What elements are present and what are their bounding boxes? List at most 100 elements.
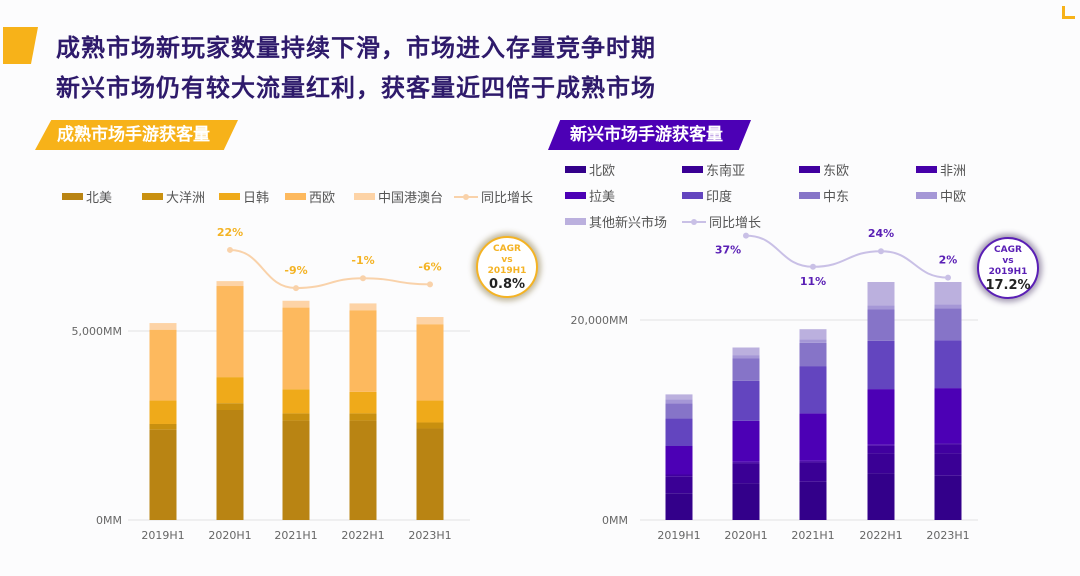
legend-item: 中国港澳台	[354, 187, 443, 206]
legend-item: 东欧	[799, 160, 849, 179]
bar-segment	[799, 366, 827, 414]
bar-segment	[799, 481, 827, 520]
legend-swatch	[916, 192, 937, 199]
bar-segment	[216, 377, 244, 404]
bar-segment	[934, 308, 962, 341]
bar-segment	[799, 342, 827, 367]
growth-point	[293, 285, 299, 292]
bar-segment	[149, 429, 177, 520]
bar-segment	[216, 281, 244, 287]
legend-item: 非洲	[916, 160, 966, 179]
bar-segment	[732, 483, 760, 520]
bar-segment	[349, 413, 377, 421]
corner-mark	[1062, 6, 1075, 19]
bar-segment	[934, 444, 962, 454]
bar-segment	[934, 475, 962, 520]
growth-label: -1%	[351, 254, 374, 267]
left-chart-title: 成熟市场手游获客量	[35, 120, 238, 150]
page-title-line-1: 成熟市场新玩家数量持续下滑，市场进入存量竞争时期	[56, 34, 656, 62]
badge-line3: 2019H1	[487, 266, 527, 276]
legend-swatch	[285, 193, 306, 200]
bar-segment	[867, 444, 895, 446]
bar-segment	[149, 329, 177, 401]
growth-point	[360, 275, 366, 282]
legend-line-swatch	[682, 218, 706, 225]
growth-label: -6%	[418, 260, 441, 273]
legend-label: 东欧	[823, 164, 850, 179]
growth-point	[878, 248, 884, 255]
bar-segment	[282, 300, 310, 308]
legend-line-swatch	[454, 193, 478, 200]
bar-segment	[934, 453, 962, 476]
bar-segment	[665, 394, 693, 400]
legend-item: 中欧	[916, 186, 966, 205]
legend-swatch	[219, 193, 240, 200]
legend-label: 日韩	[243, 191, 270, 206]
bar-segment	[349, 303, 377, 311]
legend-swatch	[354, 193, 375, 200]
growth-label: 22%	[217, 226, 243, 239]
bar-segment	[799, 462, 827, 482]
x-tick-label: 2019H1	[141, 529, 184, 542]
legend-label: 西欧	[309, 191, 336, 206]
legend-label: 同比增长	[709, 216, 762, 231]
legend-label: 北美	[86, 191, 113, 206]
bar-segment	[867, 445, 895, 454]
bar-segment	[416, 428, 444, 520]
bar-segment	[665, 399, 693, 404]
bar-segment	[934, 282, 962, 305]
bar-segment	[665, 446, 693, 474]
legend-item: 大洋洲	[142, 187, 205, 206]
bar-segment	[732, 358, 760, 381]
bar-segment	[665, 418, 693, 446]
growth-label: 11%	[800, 275, 826, 288]
bar-segment	[934, 388, 962, 444]
x-tick-label: 2022H1	[341, 529, 384, 542]
legend-swatch	[916, 166, 937, 173]
legend-label: 大洋洲	[166, 191, 206, 206]
legend-item: 北美	[62, 187, 112, 206]
bar-segment	[732, 461, 760, 463]
badge-line1: CAGR	[493, 244, 521, 254]
bar-segment	[732, 420, 760, 462]
bar-segment	[665, 493, 693, 520]
legend-label: 北欧	[589, 164, 616, 179]
bar-segment	[732, 380, 760, 421]
bar-segment	[799, 339, 827, 343]
bar-segment	[867, 453, 895, 474]
bar-segment	[282, 413, 310, 421]
bar-segment	[665, 476, 693, 494]
bar-segment	[416, 324, 444, 401]
badge-line3: 2019H1	[988, 267, 1028, 277]
growth-label: 37%	[715, 244, 741, 257]
x-tick-label: 2020H1	[724, 529, 767, 542]
bar-segment	[867, 473, 895, 520]
legend-label: 拉美	[589, 190, 616, 205]
badge-line2: vs	[1002, 256, 1014, 266]
bar-segment	[665, 474, 693, 475]
legend-swatch	[565, 166, 586, 173]
growth-point	[427, 281, 433, 288]
bar-segment	[149, 423, 177, 430]
x-tick-label: 2020H1	[208, 529, 251, 542]
bar-segment	[799, 329, 827, 340]
bar-segment	[216, 410, 244, 520]
legend-item: 日韩	[219, 187, 269, 206]
bar-segment	[799, 460, 827, 462]
legend-item: 同比增长	[682, 212, 761, 231]
legend-item: 印度	[682, 186, 732, 205]
legend-swatch	[142, 193, 163, 200]
legend-swatch	[62, 193, 83, 200]
bar-segment	[665, 475, 693, 477]
legend-swatch	[682, 192, 703, 199]
bar-segment	[732, 355, 760, 359]
growth-point	[945, 274, 951, 281]
growth-point	[227, 246, 233, 253]
bar-segment	[732, 463, 760, 484]
growth-label: -9%	[284, 264, 307, 277]
legend-label: 中东	[823, 190, 850, 205]
x-tick-label: 2022H1	[859, 529, 902, 542]
legend-label: 中国港澳台	[378, 191, 444, 206]
bar-segment	[416, 422, 444, 429]
